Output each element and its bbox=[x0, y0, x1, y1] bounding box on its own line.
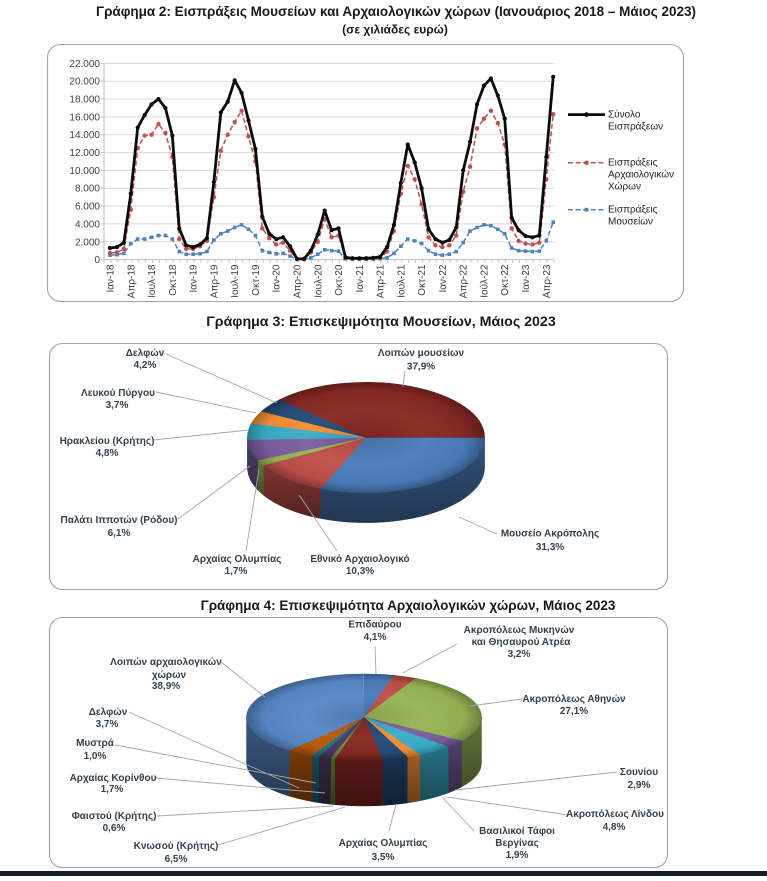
svg-text:31,3%: 31,3% bbox=[536, 542, 564, 553]
svg-text:18.000: 18.000 bbox=[69, 95, 100, 106]
svg-text:Αρχαίας Ολυμπίας: Αρχαίας Ολυμπίας bbox=[339, 838, 428, 849]
svg-text:Αρχαίας Ολυμπίας: Αρχαίας Ολυμπίας bbox=[193, 554, 282, 565]
svg-text:3,7%: 3,7% bbox=[106, 400, 129, 411]
svg-text:Λοιπών αρχαιολογικών: Λοιπών αρχαιολογικών bbox=[110, 657, 222, 668]
svg-text:Αρχαίας Κορίνθου: Αρχαίας Κορίνθου bbox=[70, 773, 157, 784]
svg-text:3,7%: 3,7% bbox=[96, 719, 119, 730]
svg-text:1,7%: 1,7% bbox=[225, 566, 248, 577]
svg-text:38,9%: 38,9% bbox=[152, 681, 180, 692]
svg-text:Απρ-19: Απρ-19 bbox=[209, 264, 220, 298]
svg-text:12.000: 12.000 bbox=[69, 148, 100, 159]
svg-text:Σουνίου: Σουνίου bbox=[620, 767, 658, 778]
svg-text:Οκτ-21: Οκτ-21 bbox=[417, 264, 428, 296]
svg-text:3,2%: 3,2% bbox=[508, 649, 531, 660]
svg-text:1,0%: 1,0% bbox=[84, 751, 107, 762]
svg-text:Γράφημα 3: Επισκεψιμότητα Μουσ: Γράφημα 3: Επισκεψιμότητα Μουσείων, Μάιο… bbox=[206, 314, 556, 330]
svg-text:4,2%: 4,2% bbox=[134, 360, 157, 371]
svg-text:Χώρων: Χώρων bbox=[608, 181, 641, 193]
svg-text:και Θησαυρού Ατρέα: και Θησαυρού Ατρέα bbox=[472, 637, 572, 648]
svg-text:Εισπράξεις: Εισπράξεις bbox=[608, 203, 658, 215]
svg-text:6,5%: 6,5% bbox=[165, 854, 188, 865]
svg-text:27,1%: 27,1% bbox=[560, 706, 588, 717]
svg-text:Ακροπόλεως Λίνδου: Ακροπόλεως Λίνδου bbox=[566, 809, 664, 820]
svg-text:Λευκού Πύργου: Λευκού Πύργου bbox=[81, 388, 155, 399]
svg-text:Οκτ-18: Οκτ-18 bbox=[168, 264, 179, 296]
svg-text:Λοιπών μουσείων: Λοιπών μουσείων bbox=[378, 348, 465, 359]
svg-text:Ιαν-19: Ιαν-19 bbox=[189, 264, 200, 292]
svg-text:Βεργίνας: Βεργίνας bbox=[495, 838, 538, 849]
svg-text:Απρ-22: Απρ-22 bbox=[459, 264, 470, 298]
svg-text:Εισπράξεις: Εισπράξεις bbox=[608, 157, 658, 169]
svg-text:22.000: 22.000 bbox=[69, 59, 100, 70]
svg-text:0: 0 bbox=[94, 255, 100, 266]
svg-text:37,9%: 37,9% bbox=[407, 362, 435, 373]
svg-text:Ιαν-21: Ιαν-21 bbox=[355, 264, 366, 292]
svg-text:8.000: 8.000 bbox=[75, 184, 100, 195]
svg-text:Ιαν-20: Ιαν-20 bbox=[272, 264, 283, 292]
svg-text:Ιούλ-22: Ιούλ-22 bbox=[478, 264, 490, 298]
svg-text:10.000: 10.000 bbox=[69, 166, 100, 177]
svg-text:Ιαν-18: Ιαν-18 bbox=[106, 264, 117, 292]
svg-text:Γράφημα 2: Εισπράξεις Μουσείων: Γράφημα 2: Εισπράξεις Μουσείων και Αρχαι… bbox=[96, 4, 696, 19]
svg-text:4,1%: 4,1% bbox=[364, 632, 387, 643]
svg-text:Ιουλ-18: Ιουλ-18 bbox=[147, 264, 158, 298]
svg-text:Απρ-21: Απρ-21 bbox=[376, 264, 387, 298]
svg-text:Μουσείων: Μουσείων bbox=[608, 215, 653, 227]
svg-text:Δελφών: Δελφών bbox=[126, 348, 165, 359]
svg-text:Μυστρά: Μυστρά bbox=[76, 738, 115, 749]
svg-text:10,3%: 10,3% bbox=[346, 566, 374, 577]
svg-text:Παλάτι Ιπποτών (Ρόδου): Παλάτι Ιπποτών (Ρόδου) bbox=[60, 515, 177, 526]
svg-text:Μουσείο Ακρόπολης: Μουσείο Ακρόπολης bbox=[501, 529, 599, 540]
svg-text:Ακροπόλεως Μυκηνών: Ακροπόλεως Μυκηνών bbox=[464, 625, 575, 636]
svg-text:16.000: 16.000 bbox=[69, 112, 100, 123]
svg-text:Ιαν-23: Ιαν-23 bbox=[521, 264, 532, 292]
svg-text:χώρων: χώρων bbox=[152, 670, 187, 681]
svg-text:Δελφών: Δελφών bbox=[89, 707, 128, 718]
svg-text:Ηρακλείου (Κρήτης): Ηρακλείου (Κρήτης) bbox=[60, 436, 155, 447]
svg-text:Επιδαύρου: Επιδαύρου bbox=[348, 620, 401, 631]
svg-text:Οκτ-19: Οκτ-19 bbox=[251, 264, 262, 296]
svg-text:3,5%: 3,5% bbox=[372, 852, 395, 863]
svg-text:Οκτ-22: Οκτ-22 bbox=[500, 264, 511, 296]
svg-text:Ιουλ-21: Ιουλ-21 bbox=[396, 264, 407, 298]
svg-text:0,6%: 0,6% bbox=[103, 823, 126, 834]
svg-text:Εθνικό Αρχαιολογικό: Εθνικό Αρχαιολογικό bbox=[310, 554, 409, 565]
svg-text:(σε χιλιάδες ευρώ): (σε χιλιάδες ευρώ) bbox=[342, 23, 448, 37]
svg-text:Ακροπόλεως Αθηνών: Ακροπόλεως Αθηνών bbox=[522, 694, 626, 705]
svg-text:4.000: 4.000 bbox=[75, 219, 100, 230]
svg-text:Εισπράξεων: Εισπράξεων bbox=[608, 121, 663, 133]
svg-text:20.000: 20.000 bbox=[69, 77, 100, 88]
svg-text:Γράφημα 4: Επισκεψιμότητα Αρχα: Γράφημα 4: Επισκεψιμότητα Αρχαιολογικών … bbox=[201, 598, 616, 613]
svg-text:6.000: 6.000 bbox=[75, 202, 100, 213]
svg-text:2,9%: 2,9% bbox=[628, 780, 651, 791]
svg-text:Απρ-23: Απρ-23 bbox=[542, 264, 553, 298]
svg-text:Ιουλ-20: Ιουλ-20 bbox=[313, 264, 324, 298]
svg-text:Απρ-20: Απρ-20 bbox=[292, 264, 303, 298]
svg-text:Αρχαιολογικών: Αρχαιολογικών bbox=[608, 169, 674, 181]
svg-text:2.000: 2.000 bbox=[75, 237, 100, 248]
svg-text:Φαιστού (Κρήτης): Φαιστού (Κρήτης) bbox=[72, 811, 157, 822]
svg-text:1,7%: 1,7% bbox=[101, 784, 124, 795]
svg-text:6,1%: 6,1% bbox=[108, 528, 131, 539]
svg-text:Κνωσού (Κρήτης): Κνωσού (Κρήτης) bbox=[134, 841, 219, 852]
svg-text:4,8%: 4,8% bbox=[603, 822, 626, 833]
svg-text:Σύνολο: Σύνολο bbox=[608, 109, 641, 121]
svg-text:Ιουλ-19: Ιουλ-19 bbox=[230, 264, 241, 298]
svg-text:1,9%: 1,9% bbox=[506, 850, 529, 861]
svg-text:Ιαν-22: Ιαν-22 bbox=[438, 264, 449, 292]
svg-text:Βασιλικοί Τάφοι: Βασιλικοί Τάφοι bbox=[479, 826, 555, 837]
svg-text:Οκτ-20: Οκτ-20 bbox=[334, 264, 345, 296]
svg-text:14.000: 14.000 bbox=[69, 130, 100, 141]
svg-text:Απρ-18: Απρ-18 bbox=[126, 264, 137, 298]
svg-text:4,8%: 4,8% bbox=[96, 448, 119, 459]
